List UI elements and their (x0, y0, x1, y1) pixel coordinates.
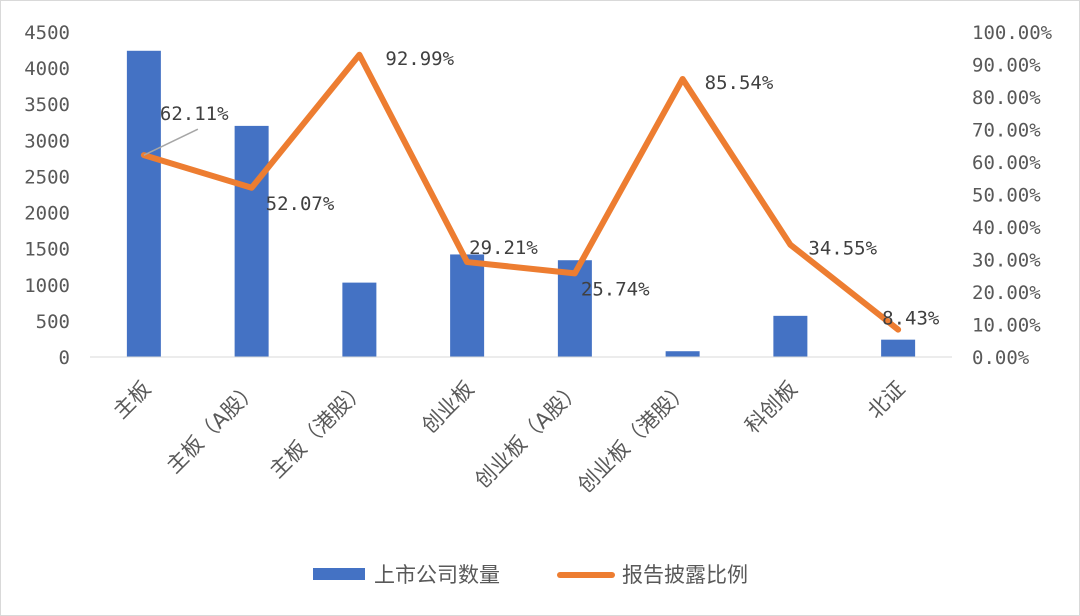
left-axis-tick-label: 500 (36, 311, 70, 333)
legend-label-bars: 上市公司数量 (374, 563, 500, 587)
bar (881, 339, 916, 357)
category-label: 主板（A股） (162, 377, 263, 478)
category-label: 创业板（A股） (470, 377, 586, 493)
right-axis-ticks: 0.00% 10.00% 20.00% 30.00% 40.00% 50.00% 60.00… (972, 22, 1053, 369)
bar (234, 125, 269, 357)
left-axis-tick-label: 3000 (24, 130, 70, 152)
data-label: 25.74% (581, 278, 650, 300)
right-axis-tick-label: 80.00% (972, 87, 1041, 109)
line-series-path (140, 51, 902, 333)
bar (557, 260, 592, 357)
bar (450, 254, 485, 357)
category-label: 北证 (863, 377, 910, 424)
category-label: 科创板 (740, 377, 802, 439)
right-axis-tick-label: 10.00% (972, 315, 1041, 337)
left-axis-tick-label: 1500 (24, 239, 70, 261)
bar (126, 50, 161, 358)
right-axis-tick-label: 0.00% (972, 347, 1030, 369)
right-axis-tick-label: 30.00% (972, 250, 1041, 272)
legend-swatch-bars (313, 568, 365, 580)
right-axis-tick-label: 20.00% (972, 282, 1041, 304)
line-series: 62.11% 52.07% 92.99% 29.21% 25.74% 85.54% 34.5… (140, 48, 940, 333)
legend: 上市公司数量 报告披露比例 (313, 563, 748, 587)
bar (342, 282, 377, 357)
left-axis-tick-label: 2500 (24, 166, 70, 188)
bar (665, 351, 700, 357)
data-label: 34.55% (808, 238, 877, 260)
left-axis-tick-label: 3500 (24, 94, 70, 116)
left-axis-tick-label: 1000 (24, 275, 70, 297)
data-label: 29.21% (469, 237, 538, 259)
category-label: 创业板（港股） (573, 377, 694, 498)
category-label: 创业板 (417, 377, 479, 439)
legend-label-line: 报告披露比例 (622, 563, 748, 587)
data-label: 62.11% (160, 103, 229, 125)
left-axis-tick-label: 4000 (24, 58, 70, 80)
bar-series (126, 50, 916, 358)
data-label-leader (143, 128, 199, 156)
right-axis-tick-label: 70.00% (972, 120, 1041, 142)
left-axis-ticks: 0 500 1000 1500 2000 2500 3000 3500 4000 4500 (24, 22, 70, 369)
data-label: 92.99% (385, 48, 454, 70)
data-label: 8.43% (882, 308, 940, 330)
category-label: 主板 (109, 377, 156, 424)
left-axis-tick-label: 4500 (24, 22, 70, 44)
right-axis-tick-label: 40.00% (972, 217, 1041, 239)
right-axis-tick-label: 100.00% (972, 22, 1053, 44)
data-label: 85.54% (705, 72, 774, 94)
right-axis-tick-label: 50.00% (972, 185, 1041, 207)
bar (773, 315, 808, 357)
right-axis-tick-label: 90.00% (972, 55, 1041, 77)
left-axis-tick-label: 2000 (24, 203, 70, 225)
data-label: 52.07% (266, 193, 335, 215)
left-axis-tick-label: 0 (59, 347, 70, 369)
category-label: 主板（港股） (265, 377, 371, 483)
right-axis-tick-label: 60.00% (972, 152, 1041, 174)
